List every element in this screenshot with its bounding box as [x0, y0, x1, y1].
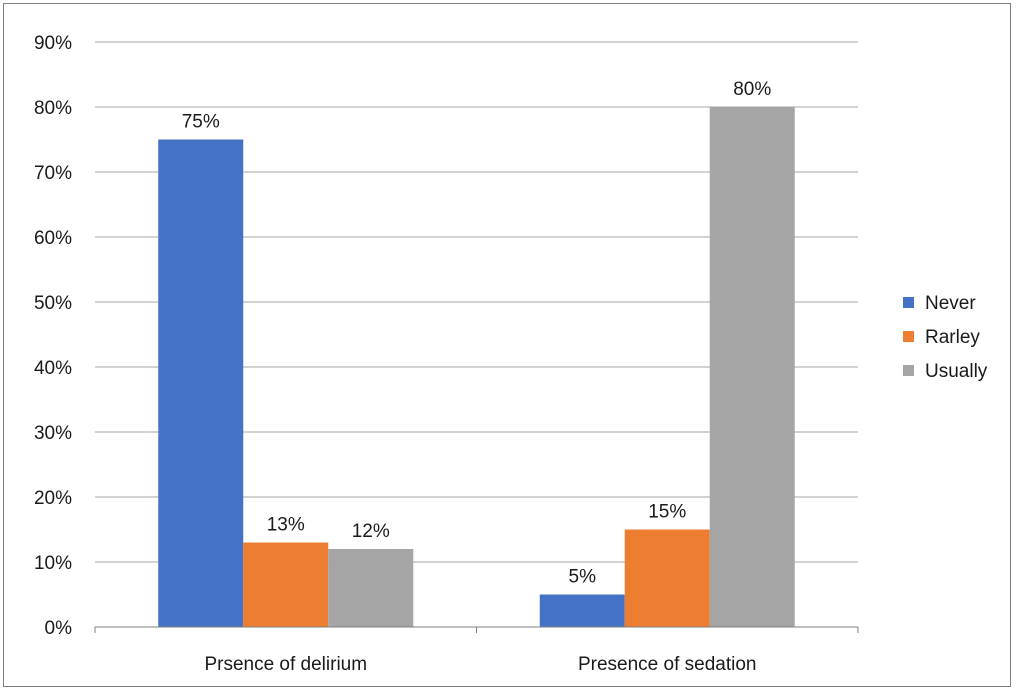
y-tick-label: 10% — [34, 553, 72, 574]
axes — [94, 626, 859, 633]
data-label: 12% — [352, 521, 390, 542]
legend-label: Rarley — [925, 327, 980, 348]
y-tick-label: 20% — [34, 488, 72, 509]
x-category-label: Presence of sedation — [578, 654, 757, 675]
data-label: 5% — [569, 567, 597, 588]
data-label: 15% — [648, 502, 686, 523]
data-label: 13% — [267, 515, 305, 536]
legend: Never Rarley Usually — [903, 293, 988, 382]
legend-label: Never — [925, 293, 976, 314]
y-tick-label: 40% — [34, 358, 72, 379]
bars — [158, 107, 795, 627]
x-category-label: Prsence of delirium — [204, 654, 367, 675]
y-tick-label: 70% — [34, 163, 72, 184]
bar-rarley — [243, 542, 329, 627]
bar-usually — [328, 549, 414, 627]
legend-swatch-never — [903, 297, 914, 308]
data-label: 75% — [182, 112, 220, 133]
legend-swatch-usually — [903, 365, 914, 376]
bar-usually — [709, 107, 795, 627]
bar-never — [539, 594, 625, 627]
data-label: 80% — [733, 79, 771, 100]
legend-swatch-rarley — [903, 331, 914, 342]
y-tick-label: 0% — [45, 618, 73, 639]
y-tick-label: 30% — [34, 423, 72, 444]
y-tick-label: 90% — [34, 33, 72, 54]
y-tick-label: 50% — [34, 293, 72, 314]
legend-label: Usually — [925, 361, 988, 382]
labels: 0% 10% 20% 30% 40% 50% 60% 70% 80% 90% 75% 13% 12% Pr… — [34, 33, 771, 675]
y-tick-label: 80% — [34, 98, 72, 119]
y-tick-label: 60% — [34, 228, 72, 249]
bar-rarley — [624, 529, 710, 627]
bar-never — [158, 139, 244, 627]
